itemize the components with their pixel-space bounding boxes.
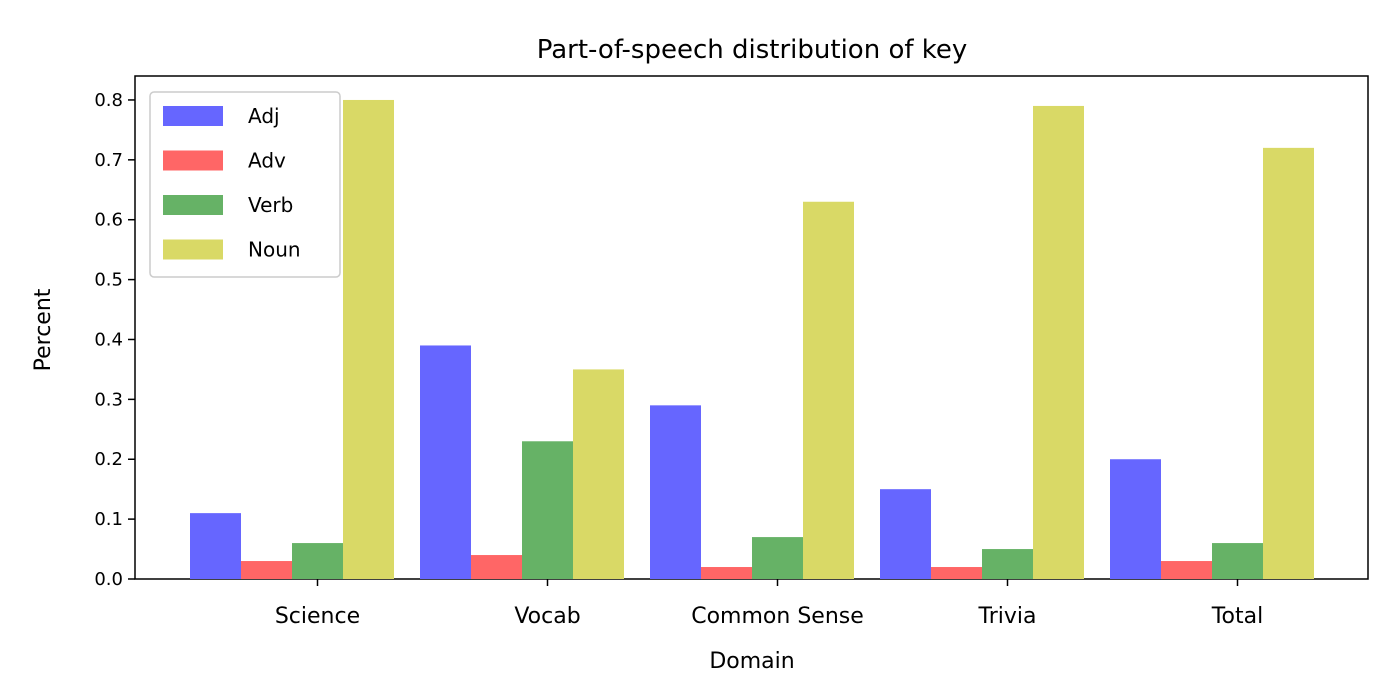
bar-adj-science bbox=[190, 513, 241, 579]
legend-swatch-noun bbox=[163, 239, 223, 260]
bar-adj-vocab bbox=[420, 345, 471, 579]
bar-verb-science bbox=[292, 543, 343, 579]
bar-verb-total bbox=[1212, 543, 1263, 579]
legend-swatch-adv bbox=[163, 150, 223, 171]
bar-noun-trivia bbox=[1033, 105, 1084, 579]
x-axis-title: Domain bbox=[709, 649, 794, 674]
bar-adj-total bbox=[1110, 459, 1161, 579]
bar-adv-total bbox=[1161, 561, 1212, 579]
y-tick-label: 0.0 bbox=[94, 569, 123, 590]
bar-noun-total bbox=[1263, 147, 1314, 579]
bar-noun-common-sense bbox=[803, 201, 854, 579]
legend: Adj Adv Verb Noun bbox=[149, 91, 341, 278]
x-tick-label: Total bbox=[1211, 604, 1263, 629]
bars-group bbox=[190, 99, 1314, 579]
bar-noun-science bbox=[343, 99, 394, 579]
bar-adj-common-sense bbox=[650, 405, 701, 579]
bar-adv-science bbox=[241, 561, 292, 579]
x-tick-label: Science bbox=[275, 604, 360, 629]
x-tick-label: Trivia bbox=[978, 604, 1037, 629]
bar-adv-trivia bbox=[931, 567, 982, 579]
bar-noun-vocab bbox=[573, 369, 624, 579]
y-tick-label: 0.7 bbox=[94, 150, 123, 171]
y-tick-label: 0.6 bbox=[94, 210, 123, 231]
x-tick-label: Common Sense bbox=[691, 604, 864, 629]
legend-label-noun: Noun bbox=[248, 238, 301, 262]
x-tick-label: Vocab bbox=[514, 604, 580, 629]
legend-box bbox=[149, 91, 341, 278]
bar-verb-common-sense bbox=[752, 537, 803, 579]
bar-verb-trivia bbox=[982, 549, 1033, 579]
y-tick-label: 0.3 bbox=[94, 389, 123, 410]
y-tick-label: 0.8 bbox=[94, 90, 123, 111]
y-axis-title: Percent bbox=[31, 288, 56, 371]
y-tick-label: 0.1 bbox=[94, 509, 123, 530]
y-tick-label: 0.4 bbox=[94, 329, 123, 350]
bar-adv-vocab bbox=[471, 555, 522, 579]
chart-title: Part-of-speech distribution of key bbox=[537, 35, 968, 65]
legend-label-verb: Verb bbox=[248, 193, 293, 217]
legend-label-adj: Adj bbox=[248, 104, 280, 128]
legend-label-adv: Adv bbox=[248, 149, 286, 173]
x-axis: Science Vocab Common Sense Trivia Total bbox=[275, 579, 1263, 629]
y-axis: 0.0 0.1 0.2 0.3 0.4 0.5 0.6 0.7 0.8 bbox=[94, 90, 135, 590]
legend-swatch-adj bbox=[163, 106, 223, 126]
bar-adj-trivia bbox=[880, 489, 931, 579]
legend-swatch-verb bbox=[163, 195, 223, 215]
y-tick-label: 0.2 bbox=[94, 449, 123, 470]
y-tick-label: 0.5 bbox=[94, 270, 123, 291]
bar-verb-vocab bbox=[522, 441, 573, 579]
bar-adv-common-sense bbox=[701, 567, 752, 579]
